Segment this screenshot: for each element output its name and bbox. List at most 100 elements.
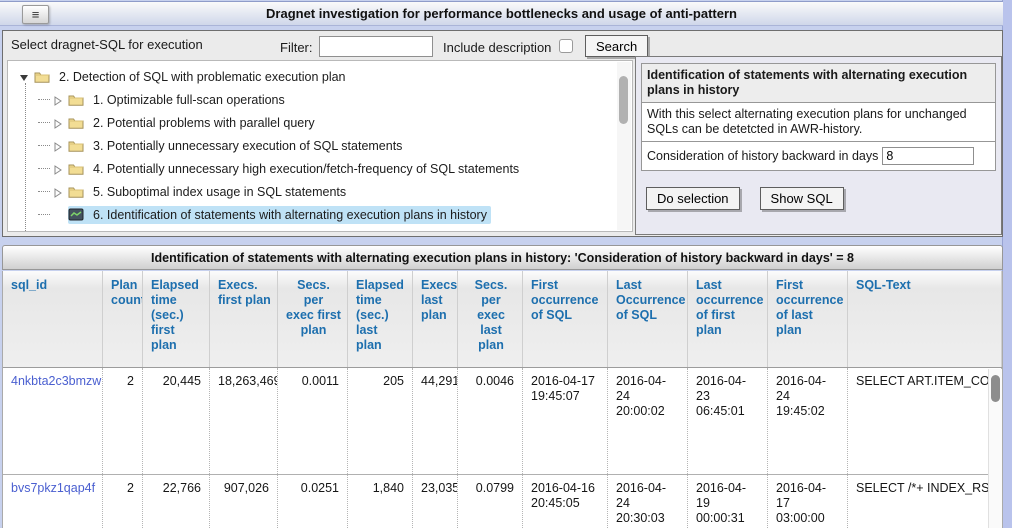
result-table: sql_id Plan count Elapsed time (sec.) firs… xyxy=(2,271,1003,528)
sql-text-cell: SELECT ART.ITEM_COM xyxy=(848,368,1002,474)
detail-title: Identification of statements with altern… xyxy=(641,63,996,103)
hamburger-icon: ≡ xyxy=(31,7,40,22)
table-scrollbar[interactable] xyxy=(988,369,1002,528)
table-cell: 2016-04-24 20:30:03 xyxy=(608,475,688,528)
result-table-title: Identification of statements with altern… xyxy=(2,245,1003,270)
column-header[interactable]: Plan count xyxy=(103,271,143,367)
tree-item-label: 4. Potentially unnecessary high executio… xyxy=(93,161,520,176)
result-table-title-text: Identification of statements with altern… xyxy=(151,250,854,265)
tree-item[interactable]: 2. Potential problems with parallel quer… xyxy=(18,111,616,134)
tree-item[interactable]: 4. Potentially unnecessary high executio… xyxy=(18,157,616,180)
table-cell: 2016-04-23 06:45:01 xyxy=(688,368,768,474)
show-sql-button[interactable]: Show SQL xyxy=(759,187,844,210)
tree-item[interactable]: 1. Optimizable full-scan operations xyxy=(18,88,616,111)
table-cell: 2016-04-17 19:45:07 xyxy=(523,368,608,474)
tree-scrollbar-thumb[interactable] xyxy=(619,76,628,124)
tree-scrollbar[interactable] xyxy=(617,62,631,230)
tree-item[interactable]: 3. Potentially unnecessary execution of … xyxy=(18,134,616,157)
sql-id-cell: bvs7pkz1qap4f xyxy=(3,475,103,528)
table-cell: 2016-04-19 00:00:31 xyxy=(688,475,768,528)
column-header[interactable]: Secs. per exec last plan xyxy=(458,271,523,367)
sql-id-cell: 4nkbta2c3bmzw xyxy=(3,368,103,474)
table-cell: 23,035 xyxy=(413,475,458,528)
table-cell: 20,445 xyxy=(143,368,210,474)
tree-item[interactable]: 6. Identification of statements with alt… xyxy=(18,203,616,226)
table-cell: 205 xyxy=(348,368,413,474)
table-cell: 22,766 xyxy=(143,475,210,528)
tree-connector-stub xyxy=(38,214,50,215)
dragnet-selector-panel: Select dragnet-SQL for execution Filter:… xyxy=(2,30,1003,237)
collapse-arrow-icon[interactable] xyxy=(52,140,64,152)
tree-item-label: 1. Optimizable full-scan operations xyxy=(93,92,285,107)
table-cell: 44,291 xyxy=(413,368,458,474)
tree-item-label: 6. Identification of statements with alt… xyxy=(93,207,487,222)
detail-description: With this select alternating execution p… xyxy=(641,103,996,142)
column-header[interactable]: Execs. last plan xyxy=(413,271,458,367)
column-header[interactable]: First occurrence of last plan xyxy=(768,271,848,367)
tree-item-label: 2. Potential problems with parallel quer… xyxy=(93,115,315,130)
history-days-row: Consideration of history backward in day… xyxy=(641,142,996,171)
column-header[interactable]: First occurrence of SQL xyxy=(523,271,608,367)
column-header[interactable]: sql_id xyxy=(3,271,103,367)
folder-icon xyxy=(68,116,84,129)
app-title: Dragnet investigation for performance bo… xyxy=(266,6,737,21)
table-cell: 2016-04-17 03:00:00 xyxy=(768,475,848,528)
dragnet-tree: 2. Detection of SQL with problematic exe… xyxy=(7,60,633,232)
menu-button[interactable]: ≡ xyxy=(22,5,49,24)
column-header[interactable]: Secs. per exec first plan xyxy=(278,271,348,367)
table-cell: 0.0251 xyxy=(278,475,348,528)
no-expander xyxy=(52,209,64,221)
filter-input[interactable] xyxy=(319,36,433,57)
include-description-checkbox[interactable] xyxy=(559,39,573,53)
tree-connector-stub xyxy=(38,191,50,192)
tree-item-label: 2. Detection of SQL with problematic exe… xyxy=(59,69,346,84)
table-scrollbar-thumb[interactable] xyxy=(991,375,1000,402)
sql-id-link[interactable]: 4nkbta2c3bmzw xyxy=(11,374,102,388)
table-cell: 2016-04-16 20:45:05 xyxy=(523,475,608,528)
expanded-arrow-icon[interactable] xyxy=(18,71,30,83)
table-cell: 2 xyxy=(103,368,143,474)
page-scrollbar[interactable] xyxy=(1002,0,1012,528)
table-cell: 0.0046 xyxy=(458,368,523,474)
collapse-arrow-icon[interactable] xyxy=(52,117,64,129)
history-days-label: Consideration of history backward in day… xyxy=(647,148,879,163)
table-cell: 2016-04-24 19:45:02 xyxy=(768,368,848,474)
table-cell: 907,026 xyxy=(210,475,278,528)
table-cell: 1,840 xyxy=(348,475,413,528)
tree-content: 2. Detection of SQL with problematic exe… xyxy=(18,65,616,231)
folder-icon xyxy=(68,185,84,198)
search-button[interactable]: Search xyxy=(585,35,649,57)
filter-label: Filter: xyxy=(280,40,313,55)
column-header[interactable]: SQL-Text xyxy=(848,271,1002,367)
column-header[interactable]: Last Occurrence of SQL xyxy=(608,271,688,367)
folder-icon xyxy=(68,93,84,106)
do-selection-button[interactable]: Do selection xyxy=(646,187,740,210)
table-cell: 18,263,469 xyxy=(210,368,278,474)
result-table-header: sql_id Plan count Elapsed time (sec.) firs… xyxy=(3,271,1002,368)
tree-item-label: 3. Potentially unnecessary execution of … xyxy=(93,138,403,153)
sql-text-cell: SELECT /*+ INDEX_RS_A xyxy=(848,475,1002,528)
folder-icon xyxy=(34,70,50,83)
collapse-arrow-icon[interactable] xyxy=(52,94,64,106)
tree-connector-stub xyxy=(38,122,50,123)
app-titlebar: ≡ Dragnet investigation for performance … xyxy=(0,1,1003,26)
column-header[interactable]: Elapsed time (sec.) first plan xyxy=(143,271,210,367)
collapse-arrow-icon[interactable] xyxy=(52,186,64,198)
tree-connector-stub xyxy=(38,99,50,100)
tree-connector-stub xyxy=(38,145,50,146)
include-description-label: Include description xyxy=(443,40,552,55)
tree-connector-stub xyxy=(38,168,50,169)
table-row[interactable]: bvs7pkz1qap4f 2 22,766 907,026 0.0251 1,840 23… xyxy=(3,474,1002,528)
tree-item[interactable]: 5. Suboptimal index usage in SQL stateme… xyxy=(18,180,616,203)
collapse-arrow-icon[interactable] xyxy=(52,163,64,175)
column-header[interactable]: Elapsed time (sec.) last plan xyxy=(348,271,413,367)
column-header[interactable]: Execs. first plan xyxy=(210,271,278,367)
folder-icon xyxy=(68,162,84,175)
history-days-input[interactable] xyxy=(882,147,975,165)
table-row[interactable]: 4nkbta2c3bmzw 2 20,445 18,263,469 0.0011 205 4… xyxy=(3,368,1002,474)
tree-item[interactable]: 2. Detection of SQL with problematic exe… xyxy=(18,65,616,88)
table-cell: 2016-04-24 20:00:02 xyxy=(608,368,688,474)
column-header[interactable]: Last occurrence of first plan xyxy=(688,271,768,367)
sql-id-link[interactable]: bvs7pkz1qap4f xyxy=(11,481,96,495)
